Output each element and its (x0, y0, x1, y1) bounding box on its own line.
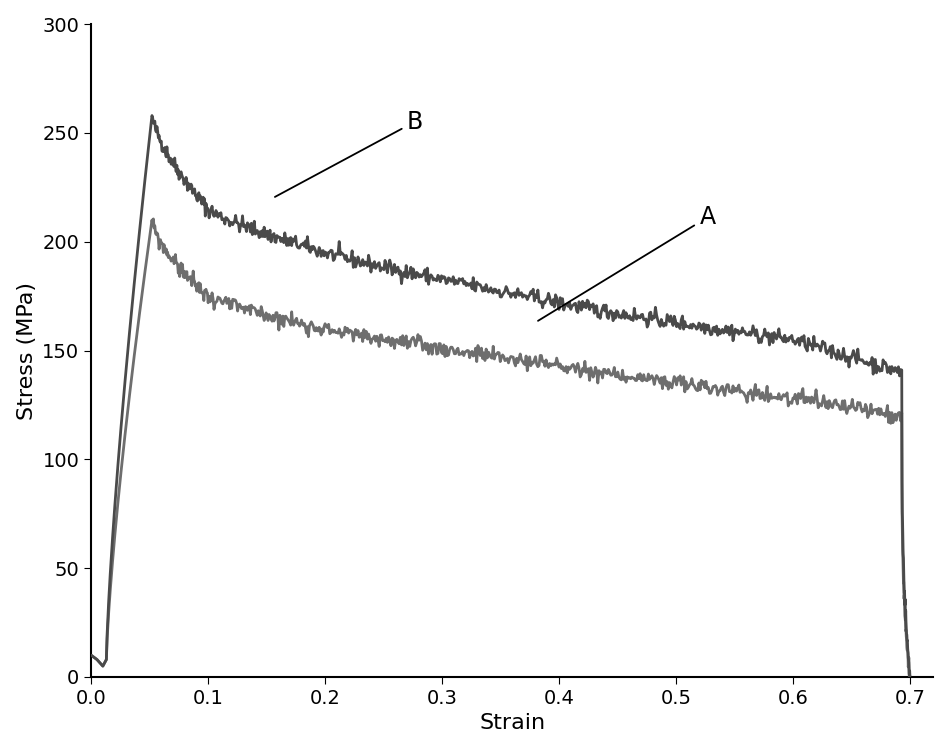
Y-axis label: Stress (MPa): Stress (MPa) (17, 281, 37, 419)
Text: B: B (275, 110, 423, 197)
X-axis label: Strain: Strain (479, 713, 545, 734)
Text: A: A (538, 206, 715, 321)
